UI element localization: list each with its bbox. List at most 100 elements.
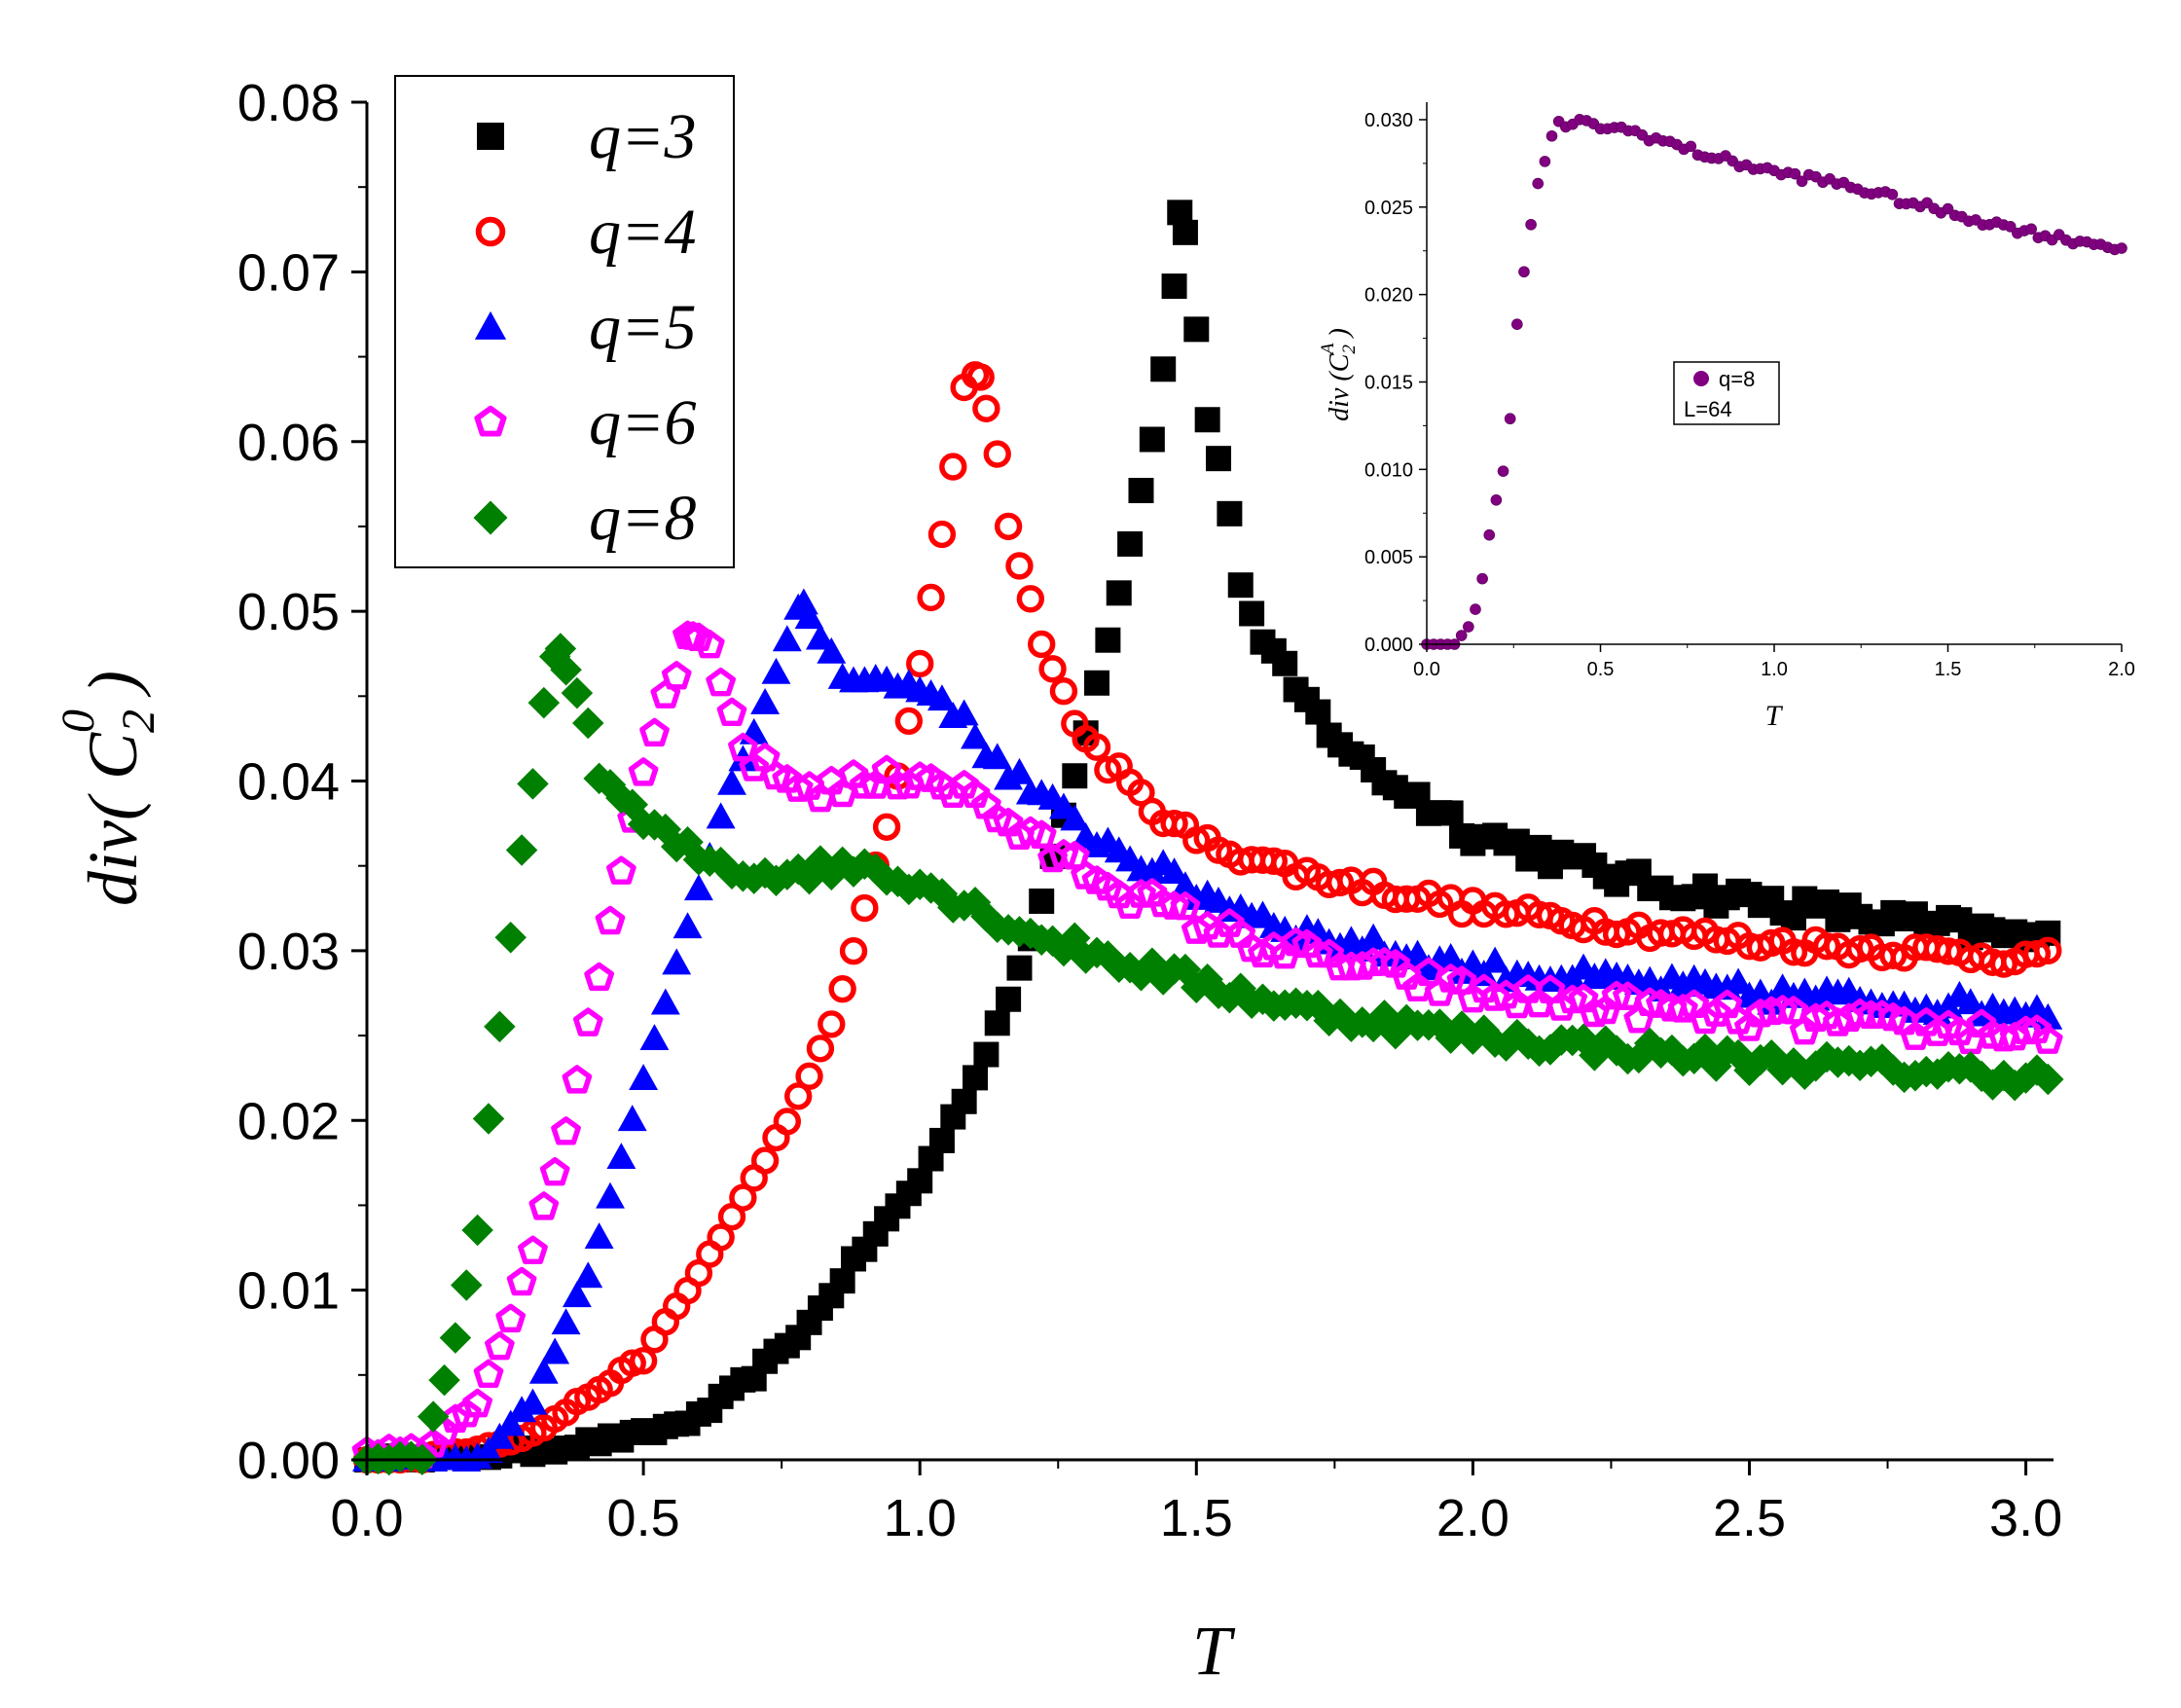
inset-x-tick-label: 0.5 (1587, 659, 1615, 680)
data-point-q=5 (1004, 757, 1035, 784)
data-point-q=6 (485, 1330, 515, 1361)
data-point-q=6 (650, 679, 681, 709)
data-point-q=6 (562, 1065, 593, 1094)
data-point-q=8 (561, 676, 594, 709)
inset-data-point (1545, 129, 1558, 142)
data-point-q=6 (694, 629, 725, 659)
data-point-q=5 (596, 1181, 625, 1209)
data-point-q=3 (1128, 478, 1154, 504)
data-point-q=6 (1690, 1004, 1721, 1035)
data-point-q=6 (1557, 984, 1588, 1014)
inset-data-point (1942, 202, 1954, 215)
data-point-q=4 (1082, 733, 1111, 761)
data-point-q=6 (1634, 987, 1665, 1017)
main-x-tick-label: 0.5 (607, 1489, 680, 1547)
peak-point-q=3 (1167, 200, 1193, 226)
data-point-q=8 (484, 1010, 516, 1043)
data-point-q=8 (527, 686, 561, 719)
main-plot: 0.000.010.020.030.040.050.060.070.080.0 0… (53, 74, 2064, 1690)
data-point-q=6 (584, 962, 615, 992)
inset-data-point (2025, 223, 2037, 236)
data-point-q=6 (551, 1116, 581, 1145)
data-point-q=6 (1302, 938, 1333, 968)
data-point-q=8 (970, 900, 1002, 932)
main-x-tick-label: 2.0 (1436, 1489, 1509, 1547)
data-point-q=8 (517, 768, 549, 800)
legend: q=3 q=4 q=5 q=6 q=8 (394, 75, 735, 568)
data-point-q=3 (996, 986, 1022, 1012)
data-point-q=5 (606, 1143, 636, 1170)
data-point-q=5 (629, 1064, 659, 1091)
data-point-q=6 (1601, 980, 1632, 1010)
inset-y-tick-label: 0.025 (1364, 198, 1413, 219)
data-point-q=4 (806, 1035, 835, 1063)
data-point-q=4 (2034, 936, 2062, 965)
data-point-q=6 (528, 1191, 560, 1220)
inset-data-point (1470, 603, 1481, 615)
legend-label-q=4: q=4 (589, 197, 697, 268)
data-point-q=6 (850, 770, 880, 799)
inset-data-point (1525, 218, 1537, 231)
data-point-q=3 (951, 1088, 977, 1114)
inset-data-point (1532, 177, 1545, 190)
inset-y-axis-title: div (C2A) (1318, 328, 1360, 421)
series-q=8 (350, 633, 2064, 1476)
data-point-q=3 (1227, 572, 1254, 599)
data-point-q=6 (1667, 994, 1698, 1023)
legend-label-q=6: q=6 (589, 387, 697, 458)
inset-legend-marker (1693, 371, 1709, 386)
data-point-q=5 (982, 743, 1012, 770)
data-point-q=4 (750, 1146, 780, 1175)
data-point-q=8 (572, 707, 604, 740)
series-q=6 (351, 620, 2063, 1470)
data-point-q=4 (618, 1349, 646, 1377)
main-y-axis-title-close: ) (74, 671, 152, 698)
main-y-axis-title-sup: 0 (53, 709, 104, 733)
data-point-q=4 (839, 937, 868, 965)
inset-data-point (1539, 156, 1551, 167)
inset-data-point (1476, 572, 1488, 585)
data-point-q=4 (1326, 868, 1355, 897)
data-point-q=8 (2032, 1063, 2064, 1096)
main-x-tick-label: 1.5 (1160, 1489, 1233, 1547)
data-point-q=5 (1402, 939, 1433, 966)
data-point-q=8 (451, 1269, 483, 1301)
data-point-q=3 (1305, 699, 1331, 725)
data-point-q=8 (1965, 1060, 1998, 1093)
data-point-q=4 (851, 893, 879, 923)
data-point-q=4 (1259, 847, 1289, 875)
main-y-tick-label: 0.08 (237, 74, 340, 132)
data-point-q=5 (805, 623, 835, 650)
main-y-tick-label: 0.01 (237, 1262, 340, 1321)
data-point-q=5 (540, 1337, 570, 1364)
data-point-q=3 (928, 1127, 955, 1153)
data-point-q=6 (1159, 890, 1189, 920)
data-point-q=5 (683, 874, 713, 901)
inset-data-point (1490, 493, 1503, 506)
data-point-q=5 (927, 684, 957, 711)
legend-box (394, 75, 735, 568)
data-point-q=8 (417, 1400, 450, 1433)
data-point-q=5 (949, 699, 979, 726)
svg-text:div( C20): div( C20) (53, 671, 164, 906)
main-x-axis-title: T (1192, 1612, 1236, 1690)
data-point-q=5 (1724, 967, 1754, 995)
data-point-q=4 (1758, 928, 1786, 958)
data-point-q=6 (728, 732, 758, 762)
data-point-q=3 (1106, 580, 1132, 606)
main-y-tick-label: 0.02 (237, 1092, 340, 1150)
data-point-q=6 (1114, 890, 1145, 920)
data-point-q=5 (617, 1105, 647, 1132)
data-point-q=6 (1413, 957, 1444, 987)
inset-legend-subtext: L=64 (1684, 397, 1732, 421)
inset-data-point (1518, 266, 1530, 278)
legend-marker-q=4 (475, 216, 506, 247)
data-point-q=6 (2032, 1025, 2063, 1054)
data-point-q=8 (428, 1363, 460, 1397)
data-point-q=6 (639, 717, 670, 747)
data-point-q=6 (628, 757, 659, 786)
legend-items: q=3 q=4 q=5 q=6 q=8 (473, 101, 697, 554)
main-y-tick-label: 0.03 (237, 923, 340, 981)
inset-y-axis-title-base: div (C (1325, 353, 1355, 421)
